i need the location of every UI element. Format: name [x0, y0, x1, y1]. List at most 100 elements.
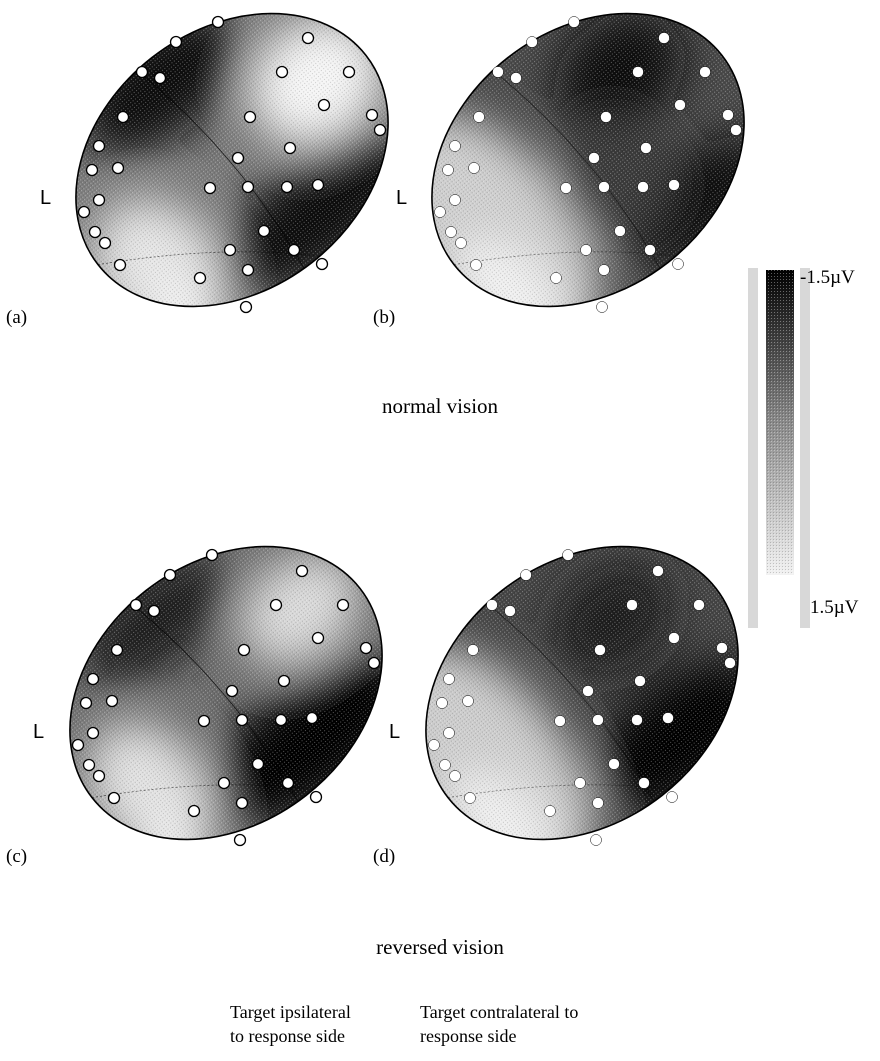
electrode-d	[626, 599, 638, 611]
electrode-d	[449, 770, 461, 782]
electrodes	[71, 15, 742, 847]
electrode-d	[504, 605, 516, 617]
electrode-a	[113, 258, 127, 272]
electrode-c	[86, 726, 100, 740]
electrode-b	[510, 72, 522, 84]
electrode-c	[295, 564, 309, 578]
electrode-b	[526, 36, 538, 48]
row-caption-reversed: reversed vision	[376, 935, 504, 959]
electrode-b	[434, 206, 446, 218]
electrode-c	[107, 791, 121, 805]
side-label-d: L	[389, 721, 401, 743]
electrode-b	[442, 164, 454, 176]
electrode-d	[467, 644, 479, 656]
electrode-a	[241, 263, 255, 277]
electrode-b	[658, 32, 670, 44]
electrode-b	[730, 124, 742, 136]
electrode-b	[468, 162, 480, 174]
electrode-a	[85, 163, 99, 177]
electrode-d	[520, 569, 532, 581]
panel-tag-c: (c)	[6, 846, 28, 867]
electrode-a	[223, 243, 237, 257]
electrode-a	[92, 193, 106, 207]
electrode-a	[365, 108, 379, 122]
electrode-a	[88, 225, 102, 239]
electrode-a	[239, 300, 253, 314]
electrode-d	[439, 759, 451, 771]
electrode-d	[652, 565, 664, 577]
column-label-ipsilateral-line2: to response side	[230, 1026, 345, 1046]
electrode-d	[724, 657, 736, 669]
electrode-a	[231, 151, 245, 165]
electrode-c	[359, 641, 373, 655]
electrode-d	[428, 739, 440, 751]
electrode-a	[315, 257, 329, 271]
colorbar-frame-left	[748, 268, 758, 628]
electrode-d	[436, 697, 448, 709]
electrode-b	[449, 194, 461, 206]
column-label-ipsilateral: Target ipsilateral to response side	[230, 1000, 351, 1048]
electrode-b	[560, 182, 572, 194]
electrode-a	[98, 236, 112, 250]
electrode-d	[592, 714, 604, 726]
electrode-a	[311, 178, 325, 192]
electrode-b	[722, 109, 734, 121]
side-label-c: L	[33, 721, 45, 743]
head-map-a	[18, 0, 446, 368]
column-label-contralateral-line2: response side	[420, 1026, 517, 1046]
electrode-a	[135, 65, 149, 79]
electrode-a	[301, 31, 315, 45]
electrode-a	[275, 65, 289, 79]
electrode-a	[280, 180, 294, 194]
electrode-b	[449, 140, 461, 152]
electrode-d	[668, 632, 680, 644]
electrode-c	[79, 696, 93, 710]
electrode-c	[129, 598, 143, 612]
electrode-b	[568, 16, 580, 28]
electrode-d	[662, 712, 674, 724]
electrode-d	[574, 777, 586, 789]
electrode-d	[464, 792, 476, 804]
electrode-c	[92, 769, 106, 783]
electrode-c	[163, 568, 177, 582]
electrode-d	[638, 777, 650, 789]
electrode-c	[309, 790, 323, 804]
side-label-b: L	[396, 187, 408, 209]
electrode-c	[235, 713, 249, 727]
electrode-d	[443, 727, 455, 739]
electrode-c	[187, 804, 201, 818]
electrode-d	[716, 642, 728, 654]
electrode-d	[554, 715, 566, 727]
electrode-c	[235, 796, 249, 810]
electrode-a	[283, 141, 297, 155]
electrode-d	[562, 549, 574, 561]
electrode-b	[614, 225, 626, 237]
electrode-c	[311, 631, 325, 645]
electrode-b	[580, 244, 592, 256]
electrode-c	[217, 776, 231, 790]
row-caption-normal: normal vision	[381, 394, 499, 418]
electrode-d	[631, 714, 643, 726]
head-map-d	[368, 485, 796, 901]
electrode-a	[193, 271, 207, 285]
electrode-d	[582, 685, 594, 697]
electrode-b	[445, 226, 457, 238]
electrode-b	[550, 272, 562, 284]
electrode-c	[277, 674, 291, 688]
electrode-d	[462, 695, 474, 707]
electrode-c	[233, 833, 247, 847]
electrode-c	[205, 548, 219, 562]
electrode-b	[588, 152, 600, 164]
electrode-b	[637, 181, 649, 193]
electrode-c	[82, 758, 96, 772]
panel-tag-b: (b)	[373, 307, 396, 328]
electrode-c	[269, 598, 283, 612]
electrode-d	[693, 599, 705, 611]
electrode-b	[596, 301, 608, 313]
electrode-a	[373, 123, 387, 137]
head-map-c	[12, 485, 440, 901]
electrode-a	[111, 161, 125, 175]
electrode-d	[486, 599, 498, 611]
electrode-a	[92, 139, 106, 153]
